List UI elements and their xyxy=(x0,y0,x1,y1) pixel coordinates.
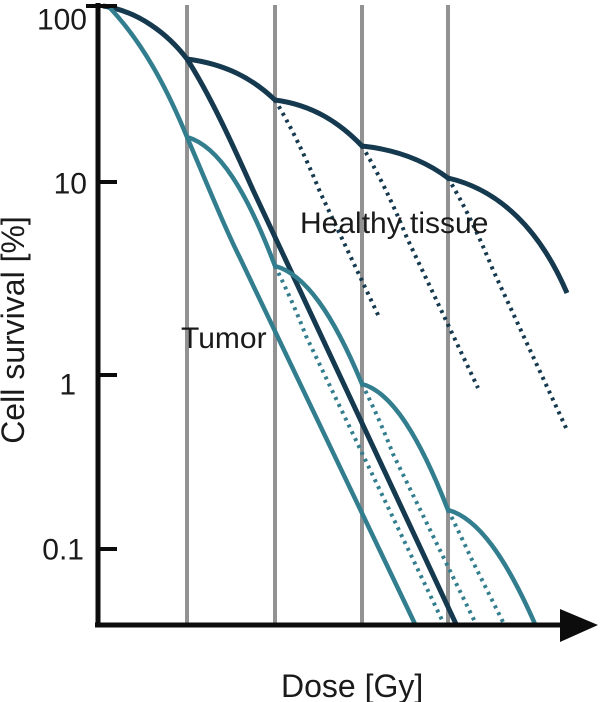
healthy-dotted-continuation-1 xyxy=(273,98,382,320)
tumor-dotted-continuation-2 xyxy=(360,383,477,623)
healthy-fractionated-curve xyxy=(102,3,570,294)
tumor-dotted-continuation-1 xyxy=(273,265,445,623)
y-tick-label-1: 1 xyxy=(59,369,76,402)
tumor-single-dose-curve xyxy=(108,6,418,625)
healthy-dotted-continuation-3 xyxy=(446,176,569,431)
tumor-dotted-continuation-3 xyxy=(446,509,505,623)
healthy-dotted-continuation-2 xyxy=(360,144,480,389)
annotation-healthy-tissue: Healthy tissue xyxy=(300,207,488,240)
x-axis-arrowhead-icon xyxy=(560,609,598,642)
x-axis-title: Dose [Gy] xyxy=(281,668,423,702)
y-axis-title: Cell survival [%] xyxy=(0,216,31,444)
healthy-single-dose-curve xyxy=(184,57,459,626)
y-tick-label-0-1: 0.1 xyxy=(42,534,84,567)
y-tick-label-10: 10 xyxy=(54,168,87,201)
annotation-tumor: Tumor xyxy=(181,322,267,355)
y-tick-label-100: 100 xyxy=(37,4,87,37)
